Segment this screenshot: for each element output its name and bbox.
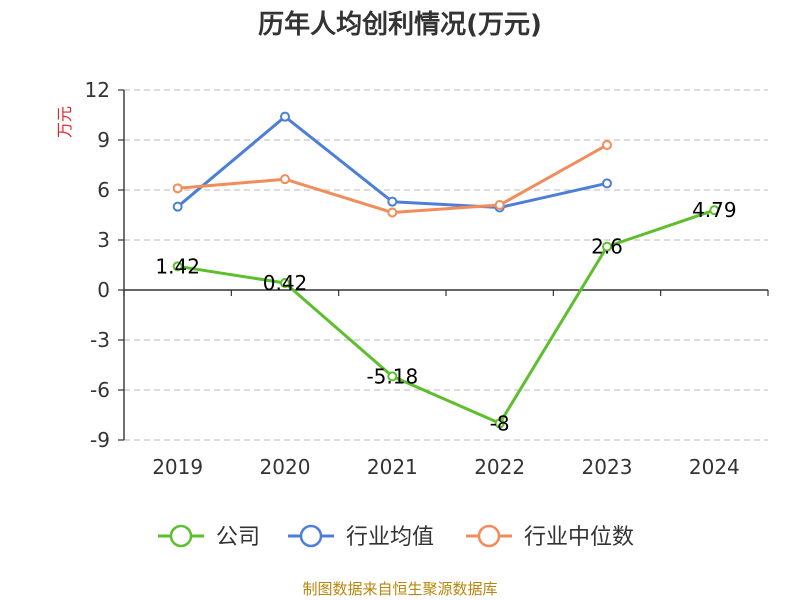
x-tick-label: 2022 [474,455,525,479]
source-note: 制图数据来自恒生聚源数据库 [302,580,498,598]
data-point [602,140,612,150]
series-line-0 [176,208,716,425]
y-tick-label: -9 [90,428,110,452]
legend-label: 行业中位数 [524,525,634,550]
data-point [709,205,720,216]
x-tick-label: 2023 [582,455,633,479]
data-label: 1.42 [155,254,200,278]
y-axis-label: 万元 [55,106,74,138]
legend-label: 公司 [216,525,260,550]
y-tick-label: 0 [97,278,110,302]
data-point [494,200,505,210]
data-point [280,278,290,288]
legend-item: 行业均值 [288,524,434,550]
y-tick-label: 6 [97,178,110,202]
legend-item: 行业中位数 [466,524,634,550]
x-tick-label: 2024 [689,455,740,479]
y-tick-label: -6 [90,378,110,402]
data-point [387,207,398,218]
x-tick-label: 2021 [367,455,418,479]
data-point [602,241,612,252]
series-line-1 [176,115,609,209]
data-point [387,196,398,207]
chart-title: 历年人均创利情况(万元) [258,10,542,40]
y-tick-label: 3 [97,228,110,252]
legend-label: 行业均值 [346,525,434,550]
data-label: 0.42 [263,271,308,295]
data-point [280,174,290,185]
data-point [172,261,183,272]
legend-swatch-marker [169,524,193,548]
data-label: 4.79 [692,198,737,222]
legend-swatch-marker [299,524,323,548]
data-point [494,418,505,429]
legend-swatch-marker [477,524,501,548]
data-label: 2.6 [591,235,623,259]
y-tick-label: 9 [97,128,110,152]
x-tick-label: 2019 [152,455,203,479]
data-point [280,111,290,122]
y-tick-label: 12 [85,78,110,102]
x-tick-label: 2020 [260,455,311,479]
legend-item: 公司 [158,524,260,550]
data-label: -8 [490,411,510,435]
data-label: -5.18 [366,364,418,388]
data-point [172,201,183,212]
y-tick-label: -3 [90,328,110,352]
data-point [172,183,183,194]
data-point [602,178,612,189]
data-point [387,371,398,382]
